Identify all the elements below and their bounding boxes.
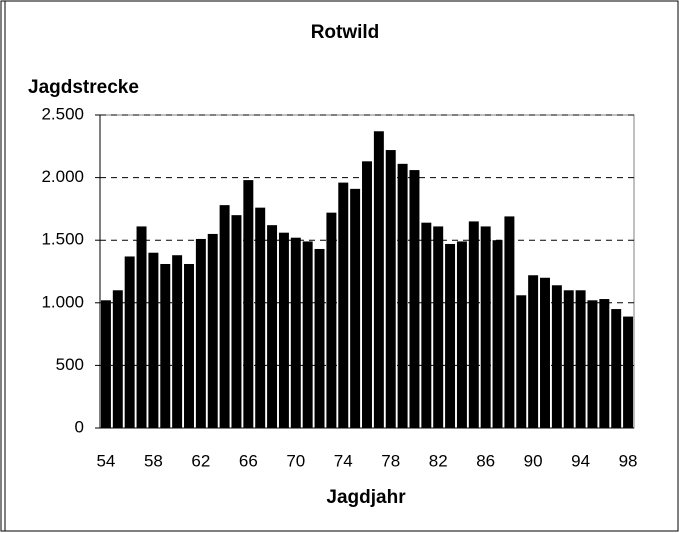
bar [540, 277, 550, 428]
x-tick-label: 98 [619, 451, 638, 470]
bar [338, 182, 349, 428]
bar [278, 232, 289, 428]
bar [219, 205, 230, 428]
x-tick-label: 82 [429, 451, 448, 470]
bar [504, 216, 515, 428]
bar [575, 290, 586, 428]
bar [385, 150, 396, 428]
bar [397, 163, 408, 428]
bar [267, 225, 278, 428]
bar [100, 300, 111, 428]
bar [172, 255, 183, 428]
bar [195, 238, 206, 428]
bar [551, 285, 562, 428]
bar [623, 316, 634, 428]
x-tick-label: 74 [334, 451, 353, 470]
bar [184, 263, 194, 428]
y-tick-label: 1.500 [41, 230, 84, 249]
bar [516, 295, 527, 428]
bar [599, 299, 610, 428]
bar [611, 309, 622, 428]
bar [350, 188, 361, 428]
bar [124, 256, 135, 428]
bar [456, 241, 467, 428]
bar [563, 290, 574, 428]
bar [433, 226, 444, 428]
bar [231, 215, 242, 428]
bar [160, 263, 171, 428]
x-tick-label: 86 [476, 451, 495, 470]
x-tick-label: 78 [381, 451, 400, 470]
y-tick-label: 2.000 [41, 167, 84, 186]
y-axis-label: Jagdstrecke [28, 77, 139, 98]
bar [409, 170, 420, 428]
x-tick-label: 54 [96, 451, 115, 470]
bar [492, 240, 503, 428]
x-tick-label: 66 [239, 451, 258, 470]
y-tick-label: 1.000 [41, 292, 84, 311]
bar [421, 222, 432, 428]
chart-title: Rotwild [311, 22, 380, 43]
bar [255, 207, 266, 428]
bar [326, 212, 337, 428]
bar [480, 226, 491, 428]
bar [302, 241, 313, 428]
x-tick-label: 70 [286, 451, 305, 470]
y-tick-label: 2.500 [41, 104, 84, 123]
bar [112, 290, 123, 428]
x-tick-label: 62 [191, 451, 210, 470]
bar [468, 221, 479, 428]
bar [136, 226, 147, 428]
x-tick-label: 94 [571, 451, 590, 470]
y-tick-label: 500 [56, 355, 84, 374]
bar [528, 275, 539, 428]
bar [373, 131, 384, 428]
bar [290, 237, 301, 428]
x-tick-label: 90 [524, 451, 543, 470]
x-axis-label: Jagdjahr [326, 487, 406, 508]
y-tick-label: 0 [75, 417, 84, 436]
x-tick-label: 58 [144, 451, 163, 470]
bar [362, 161, 372, 428]
bar [587, 300, 598, 428]
bar [445, 243, 456, 428]
bar [148, 252, 159, 428]
bar [314, 248, 325, 428]
bar [243, 180, 254, 428]
bar [207, 233, 218, 428]
